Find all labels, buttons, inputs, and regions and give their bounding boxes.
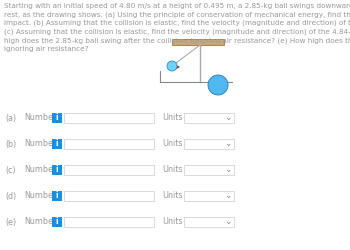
FancyBboxPatch shape — [64, 113, 154, 123]
FancyBboxPatch shape — [52, 113, 62, 123]
FancyBboxPatch shape — [172, 39, 224, 45]
FancyBboxPatch shape — [52, 165, 62, 175]
FancyBboxPatch shape — [52, 217, 62, 227]
Circle shape — [208, 75, 228, 95]
Text: (c): (c) — [5, 166, 16, 174]
FancyBboxPatch shape — [184, 139, 234, 149]
Circle shape — [167, 61, 177, 71]
FancyBboxPatch shape — [184, 217, 234, 227]
Text: i: i — [56, 191, 58, 200]
FancyBboxPatch shape — [184, 191, 234, 201]
Text: Number: Number — [24, 140, 56, 148]
Text: ⌄: ⌄ — [224, 114, 232, 122]
Text: i: i — [56, 217, 58, 226]
FancyBboxPatch shape — [52, 139, 62, 149]
Text: Number: Number — [24, 114, 56, 122]
Text: Number: Number — [24, 218, 56, 226]
Text: (b): (b) — [5, 140, 16, 148]
Text: ⌄: ⌄ — [224, 192, 232, 200]
Text: Starting with an initial speed of 4.80 m/s at a height of 0.495 m, a 2.85-kg bal: Starting with an initial speed of 4.80 m… — [4, 3, 350, 52]
FancyBboxPatch shape — [64, 165, 154, 175]
Text: (a): (a) — [5, 114, 16, 122]
FancyBboxPatch shape — [64, 139, 154, 149]
Text: (e): (e) — [5, 218, 16, 226]
Text: Units: Units — [162, 192, 182, 200]
Text: Units: Units — [162, 140, 182, 148]
FancyBboxPatch shape — [52, 191, 62, 201]
Text: i: i — [56, 113, 58, 122]
Text: ⌄: ⌄ — [224, 140, 232, 148]
Text: (d): (d) — [5, 192, 16, 200]
Text: ⌄: ⌄ — [224, 166, 232, 174]
Text: i: i — [56, 165, 58, 174]
Text: i: i — [56, 139, 58, 148]
Text: Number: Number — [24, 166, 56, 174]
Text: Units: Units — [162, 114, 182, 122]
FancyBboxPatch shape — [184, 113, 234, 123]
FancyBboxPatch shape — [64, 191, 154, 201]
FancyBboxPatch shape — [64, 217, 154, 227]
Text: Units: Units — [162, 166, 182, 174]
Text: ⌄: ⌄ — [224, 218, 232, 226]
Text: Number: Number — [24, 192, 56, 200]
FancyBboxPatch shape — [184, 165, 234, 175]
Text: Units: Units — [162, 218, 182, 226]
